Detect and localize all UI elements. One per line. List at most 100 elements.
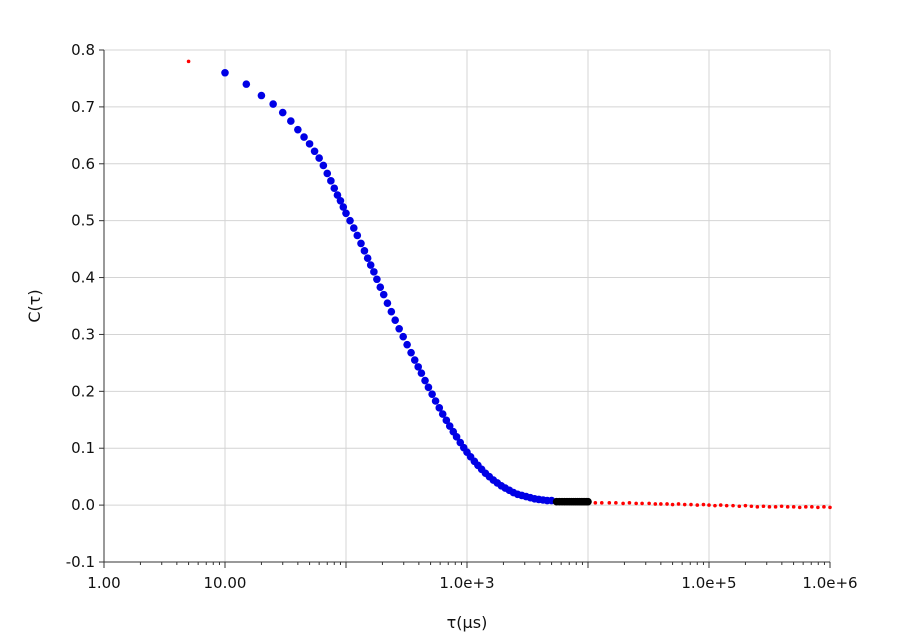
data-point-series-2	[327, 177, 335, 185]
y-tick-label: 0.1	[71, 439, 95, 457]
data-point-series-1	[614, 501, 618, 505]
data-point-series-1	[186, 59, 191, 64]
data-point-series-2	[278, 108, 287, 117]
data-point-series-1	[737, 504, 742, 509]
data-point-series-2	[350, 224, 358, 232]
data-point-series-2	[360, 247, 369, 255]
x-tick-label: 10.00	[204, 574, 247, 592]
data-point-series-2	[330, 184, 339, 193]
y-tick-label: 0.3	[71, 325, 95, 343]
data-point-series-1	[689, 502, 693, 507]
data-point-series-1	[828, 505, 832, 510]
data-point-series-2	[438, 410, 447, 418]
data-point-series-1	[749, 504, 754, 509]
data-point-series-1	[785, 505, 790, 509]
data-point-series-2	[363, 254, 372, 263]
y-tick-label: 0.7	[71, 98, 95, 116]
data-point-series-2	[333, 191, 342, 199]
data-point-series-1	[822, 505, 826, 509]
y-tick-label: 0.8	[71, 41, 95, 59]
x-tick-label: 1.00	[87, 574, 120, 592]
data-point-series-1	[647, 501, 651, 506]
data-point-series-2	[387, 307, 396, 316]
data-point-series-1	[761, 504, 766, 509]
data-point-series-1	[670, 502, 675, 507]
x-tick-label: 1.0e+3	[439, 574, 494, 592]
data-point-series-2	[376, 283, 385, 292]
data-point-series-1	[634, 501, 638, 506]
data-point-series-1	[682, 502, 687, 507]
data-point-series-1	[676, 502, 681, 506]
data-point-series-1	[707, 503, 711, 507]
data-point-series-1	[743, 503, 748, 508]
data-point-series-1	[804, 505, 808, 509]
data-point-series-2	[300, 133, 308, 141]
data-point-series-2	[305, 140, 314, 148]
y-axis-label: C(τ)	[25, 289, 44, 322]
tick-labels: 0.8 0.7 0.6 0.5 0.4 0.3 0.2 0.1 0.0 -0.1 1.00 10.00…	[66, 41, 858, 592]
data-point-series-1	[767, 505, 772, 509]
data-point-series-1	[724, 503, 729, 508]
data-point-series-2	[323, 169, 332, 178]
data-point-series-1	[773, 505, 778, 509]
data-point-series-2	[431, 397, 440, 405]
data-point-series-1	[791, 505, 796, 509]
data-point-series-1	[659, 502, 663, 506]
data-point-series-1	[701, 502, 706, 507]
data-point-series-2	[310, 147, 319, 156]
data-point-series-1	[640, 501, 644, 506]
data-point-series-1	[810, 505, 814, 509]
data-point-series-1	[627, 501, 632, 505]
data-point-series-2	[339, 203, 348, 211]
data-point-series-2	[442, 416, 451, 425]
y-tick-label: 0.2	[71, 382, 95, 400]
data-point-series-2	[315, 154, 323, 162]
data-point-series-2	[319, 161, 328, 170]
data-point-series-2	[353, 231, 362, 240]
x-axis-label: τ(μs)	[447, 613, 488, 632]
data-point-series-2	[379, 290, 388, 299]
data-point-series-2	[391, 316, 399, 325]
data-point-series-2	[294, 125, 302, 134]
data-point-series-2	[424, 383, 433, 392]
data-point-series-3	[584, 497, 592, 506]
data-points	[186, 59, 832, 510]
data-point-series-2	[383, 299, 392, 307]
data-point-series-2	[428, 390, 436, 398]
data-point-series-2	[357, 239, 365, 248]
data-point-series-1	[797, 505, 802, 510]
data-point-series-1	[731, 503, 735, 508]
data-point-series-2	[287, 117, 295, 125]
y-tick-label: 0.6	[71, 155, 95, 173]
x-tick-label: 1.0e+6	[802, 574, 857, 592]
axes	[99, 49, 831, 568]
data-point-series-2	[452, 433, 461, 441]
x-tick-label: 1.0e+5	[681, 574, 736, 592]
data-point-series-1	[816, 505, 820, 510]
data-point-series-2	[269, 100, 277, 108]
data-point-series-1	[653, 502, 658, 506]
data-point-series-2	[399, 332, 408, 341]
data-point-series-2	[410, 356, 419, 364]
data-point-series-1	[593, 501, 598, 505]
data-point-series-1	[665, 502, 669, 506]
data-point-series-2	[221, 68, 229, 77]
data-point-series-1	[718, 503, 723, 507]
data-point-series-1	[713, 503, 717, 508]
data-point-series-2	[445, 422, 454, 430]
data-point-series-2	[242, 80, 251, 88]
y-tick-label: -0.1	[66, 553, 95, 571]
y-tick-label: 0.0	[71, 496, 95, 514]
y-tick-label: 0.4	[71, 269, 95, 287]
data-point-series-2	[421, 376, 429, 385]
data-point-series-1	[621, 501, 625, 506]
data-point-series-2	[414, 363, 422, 371]
data-point-series-2	[403, 340, 411, 349]
data-point-series-1	[695, 503, 700, 507]
data-point-series-2	[336, 196, 345, 205]
data-point-series-2	[395, 324, 403, 333]
data-point-series-2	[342, 209, 350, 218]
data-point-series-2	[346, 216, 354, 225]
data-point-series-1	[599, 501, 604, 505]
